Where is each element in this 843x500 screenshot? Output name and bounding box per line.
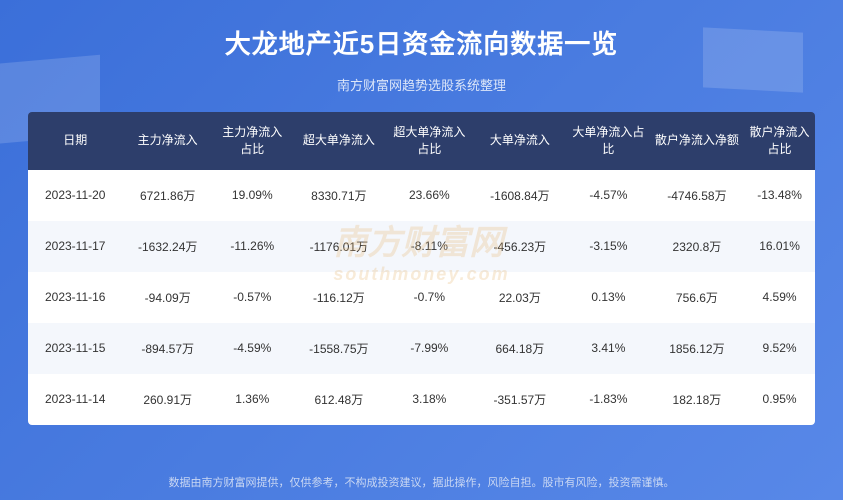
table-cell: -1608.84万	[473, 170, 567, 221]
table-header-cell: 日期	[28, 112, 122, 170]
table-cell: -7.99%	[386, 323, 473, 374]
table-cell: -3.15%	[567, 221, 650, 272]
table-header-cell: 主力净流入	[122, 112, 213, 170]
table-header-cell: 超大单净流入	[292, 112, 386, 170]
table-header-cell: 超大单净流入占比	[386, 112, 473, 170]
table-cell: -0.57%	[213, 272, 292, 323]
table-cell: -8.11%	[386, 221, 473, 272]
table-cell: -4.59%	[213, 323, 292, 374]
table-row: 2023-11-17-1632.24万-11.26%-1176.01万-8.11…	[28, 221, 815, 272]
table-cell: 2023-11-17	[28, 221, 122, 272]
table-cell: -351.57万	[473, 374, 567, 425]
table-cell: -456.23万	[473, 221, 567, 272]
table-cell: 23.66%	[386, 170, 473, 221]
table-cell: 19.09%	[213, 170, 292, 221]
table-cell: 182.18万	[650, 374, 744, 425]
table-row: 2023-11-14260.91万1.36%612.48万3.18%-351.5…	[28, 374, 815, 425]
table-cell: -1558.75万	[292, 323, 386, 374]
table-row: 2023-11-15-894.57万-4.59%-1558.75万-7.99%6…	[28, 323, 815, 374]
table-cell: 0.95%	[744, 374, 815, 425]
table-cell: 664.18万	[473, 323, 567, 374]
table-cell: 16.01%	[744, 221, 815, 272]
table-cell: -1176.01万	[292, 221, 386, 272]
table-cell: 612.48万	[292, 374, 386, 425]
table-cell: 756.6万	[650, 272, 744, 323]
table-cell: -13.48%	[744, 170, 815, 221]
table-cell: 2023-11-14	[28, 374, 122, 425]
main-container: 大龙地产近5日资金流向数据一览 南方财富网趋势选股系统整理 日期主力净流入主力净…	[0, 0, 843, 425]
table-cell: 3.18%	[386, 374, 473, 425]
table-header-row: 日期主力净流入主力净流入占比超大单净流入超大单净流入占比大单净流入大单净流入占比…	[28, 112, 815, 170]
table-cell: 3.41%	[567, 323, 650, 374]
table-cell: 1856.12万	[650, 323, 744, 374]
table-cell: 2023-11-15	[28, 323, 122, 374]
table-wrapper: 日期主力净流入主力净流入占比超大单净流入超大单净流入占比大单净流入大单净流入占比…	[28, 112, 815, 425]
page-subtitle: 南方财富网趋势选股系统整理	[28, 75, 815, 94]
table-header-cell: 大单净流入	[473, 112, 567, 170]
table-cell: 0.13%	[567, 272, 650, 323]
table-header-cell: 散户净流入净额	[650, 112, 744, 170]
table-cell: -1.83%	[567, 374, 650, 425]
table-cell: -11.26%	[213, 221, 292, 272]
fund-flow-table: 日期主力净流入主力净流入占比超大单净流入超大单净流入占比大单净流入大单净流入占比…	[28, 112, 815, 425]
table-header-cell: 大单净流入占比	[567, 112, 650, 170]
table-cell: -116.12万	[292, 272, 386, 323]
footer-disclaimer: 数据由南方财富网提供，仅供参考，不构成投资建议，据此操作，风险自担。股市有风险，…	[0, 474, 843, 490]
table-row: 2023-11-16-94.09万-0.57%-116.12万-0.7%22.0…	[28, 272, 815, 323]
table-cell: -94.09万	[122, 272, 213, 323]
table-cell: 2023-11-20	[28, 170, 122, 221]
table-cell: 22.03万	[473, 272, 567, 323]
table-cell: -4.57%	[567, 170, 650, 221]
table-cell: 8330.71万	[292, 170, 386, 221]
table-cell: 260.91万	[122, 374, 213, 425]
table-cell: 2320.8万	[650, 221, 744, 272]
table-cell: 6721.86万	[122, 170, 213, 221]
table-cell: -4746.58万	[650, 170, 744, 221]
table-cell: 1.36%	[213, 374, 292, 425]
table-cell: 4.59%	[744, 272, 815, 323]
table-cell: -0.7%	[386, 272, 473, 323]
table-cell: -894.57万	[122, 323, 213, 374]
page-title: 大龙地产近5日资金流向数据一览	[28, 24, 815, 61]
table-cell: -1632.24万	[122, 221, 213, 272]
table-cell: 9.52%	[744, 323, 815, 374]
table-header-cell: 散户净流入占比	[744, 112, 815, 170]
table-body: 2023-11-206721.86万19.09%8330.71万23.66%-1…	[28, 170, 815, 425]
table-row: 2023-11-206721.86万19.09%8330.71万23.66%-1…	[28, 170, 815, 221]
table-cell: 2023-11-16	[28, 272, 122, 323]
table-header-cell: 主力净流入占比	[213, 112, 292, 170]
